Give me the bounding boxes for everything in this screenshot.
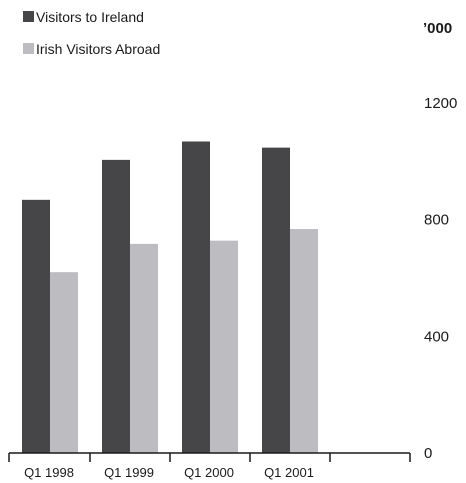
bar-irish-visitors-abroad-q1-2000 <box>210 240 238 453</box>
bars-group <box>22 141 318 453</box>
category-labels: Q1 1998 Q1 1999 Q1 2000 Q1 2001 <box>24 465 314 480</box>
category-label: Q1 1999 <box>104 465 154 480</box>
legend-label-visitors-to-ireland: Visitors to Ireland <box>36 9 144 25</box>
category-label: Q1 2000 <box>184 465 234 480</box>
bar-visitors-to-ireland-q1-2001 <box>262 147 290 453</box>
legend-swatch-visitors-to-ireland <box>23 11 34 22</box>
category-label: Q1 1998 <box>24 465 74 480</box>
bar-visitors-to-ireland-q1-2000 <box>182 141 210 453</box>
y-tick-label: 800 <box>424 212 449 229</box>
y-tick-label: 0 <box>424 445 432 462</box>
y-axis-labels: 0 400 800 1200 <box>424 95 457 462</box>
unit-label: ’000 <box>423 20 452 37</box>
bar-irish-visitors-abroad-q1-1998 <box>50 272 78 453</box>
legend-label-irish-visitors-abroad: Irish Visitors Abroad <box>36 41 160 57</box>
y-tick-label: 400 <box>424 328 449 345</box>
bar-visitors-to-ireland-q1-1999 <box>102 159 130 453</box>
bar-visitors-to-ireland-q1-1998 <box>22 199 50 453</box>
x-axis <box>8 452 411 462</box>
bar-irish-visitors-abroad-q1-1999 <box>130 243 158 453</box>
category-label: Q1 2001 <box>264 465 314 480</box>
bar-irish-visitors-abroad-q1-2001 <box>290 229 318 453</box>
legend-swatch-irish-visitors-abroad <box>23 43 34 54</box>
y-tick-label: 1200 <box>424 95 457 112</box>
legend: Visitors to Ireland Irish Visitors Abroa… <box>23 9 160 57</box>
